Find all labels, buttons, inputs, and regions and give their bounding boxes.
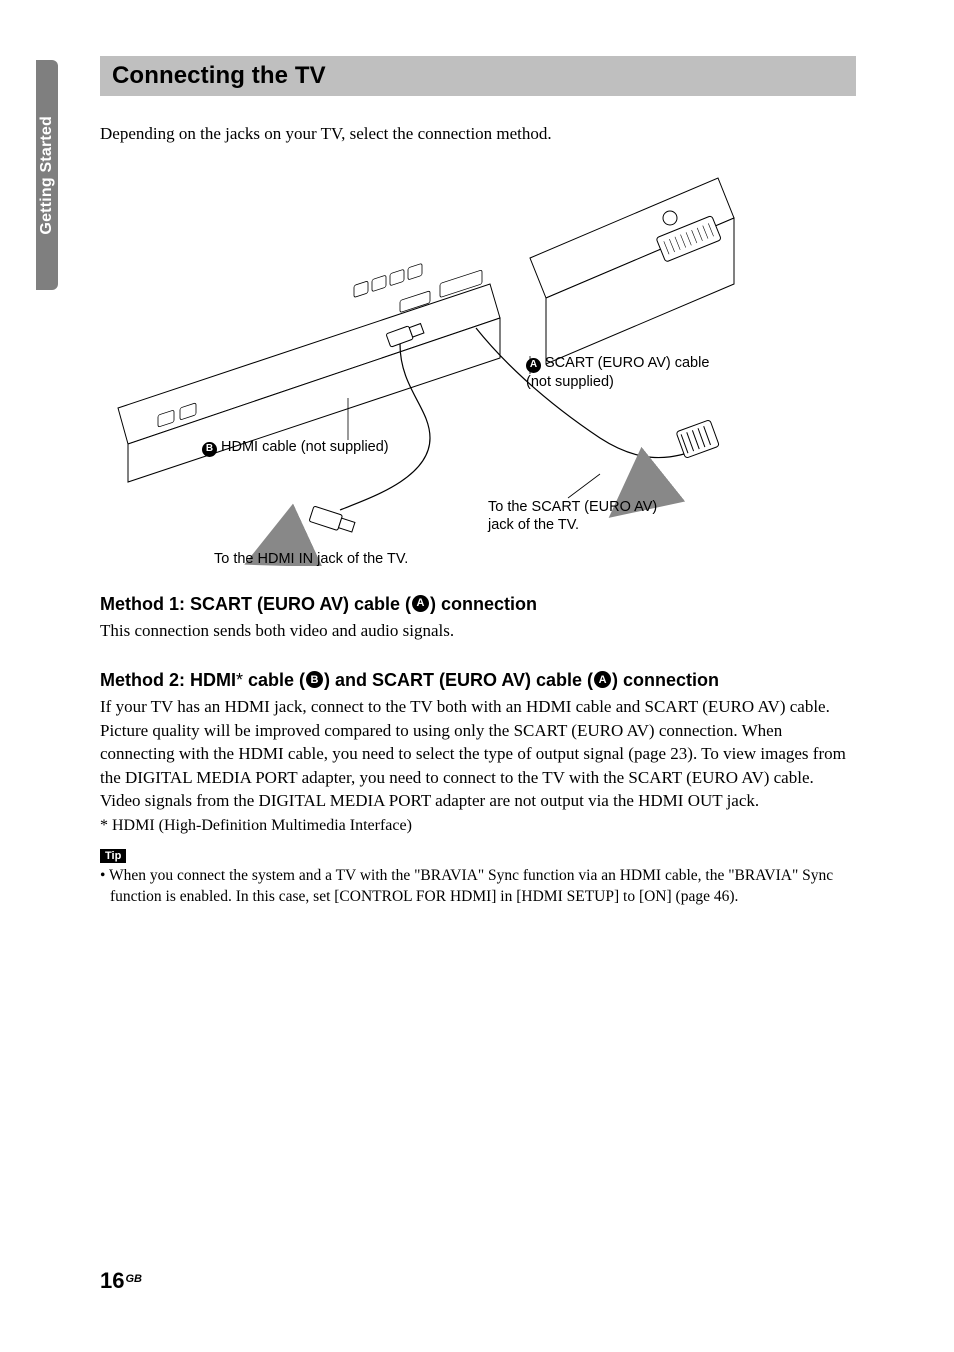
scart-cable-label: ASCART (EURO AV) cable (not supplied)	[526, 354, 709, 391]
method2-heading: Method 2: HDMI* cable (B) and SCART (EUR…	[100, 670, 856, 691]
intro-text: Depending on the jacks on your TV, selec…	[100, 124, 856, 144]
tip-badge: Tip	[100, 849, 126, 863]
side-section-label: Getting Started	[38, 116, 56, 235]
hdmi-footnote: * HDMI (High-Definition Multimedia Inter…	[100, 817, 856, 835]
diagram-svg	[100, 158, 856, 566]
badge-b-icon: B	[306, 671, 323, 688]
tip-text: • When you connect the system and a TV w…	[100, 866, 856, 908]
hdmi-cable-label: BHDMI cable (not supplied)	[202, 438, 389, 457]
badge-a-icon: A	[594, 671, 611, 688]
method1-body: This connection sends both video and aud…	[100, 619, 856, 642]
badge-a-icon: A	[412, 595, 429, 612]
page-content: Connecting the TV Depending on the jacks…	[100, 56, 856, 908]
side-section-tab: Getting Started	[36, 60, 58, 290]
badge-b-icon: B	[202, 442, 217, 457]
badge-a-icon: A	[526, 358, 541, 373]
to-hdmi-label: To the HDMI IN jack of the TV.	[214, 550, 408, 568]
page-number: 16GB	[100, 1268, 142, 1294]
to-scart-label: To the SCART (EURO AV) jack of the TV.	[488, 498, 657, 534]
method1-heading: Method 1: SCART (EURO AV) cable (A) conn…	[100, 594, 856, 615]
connection-diagram: ASCART (EURO AV) cable (not supplied) BH…	[100, 158, 856, 566]
section-title: Connecting the TV	[112, 62, 844, 90]
section-title-bar: Connecting the TV	[100, 56, 856, 96]
method2-body: If your TV has an HDMI jack, connect to …	[100, 695, 856, 812]
